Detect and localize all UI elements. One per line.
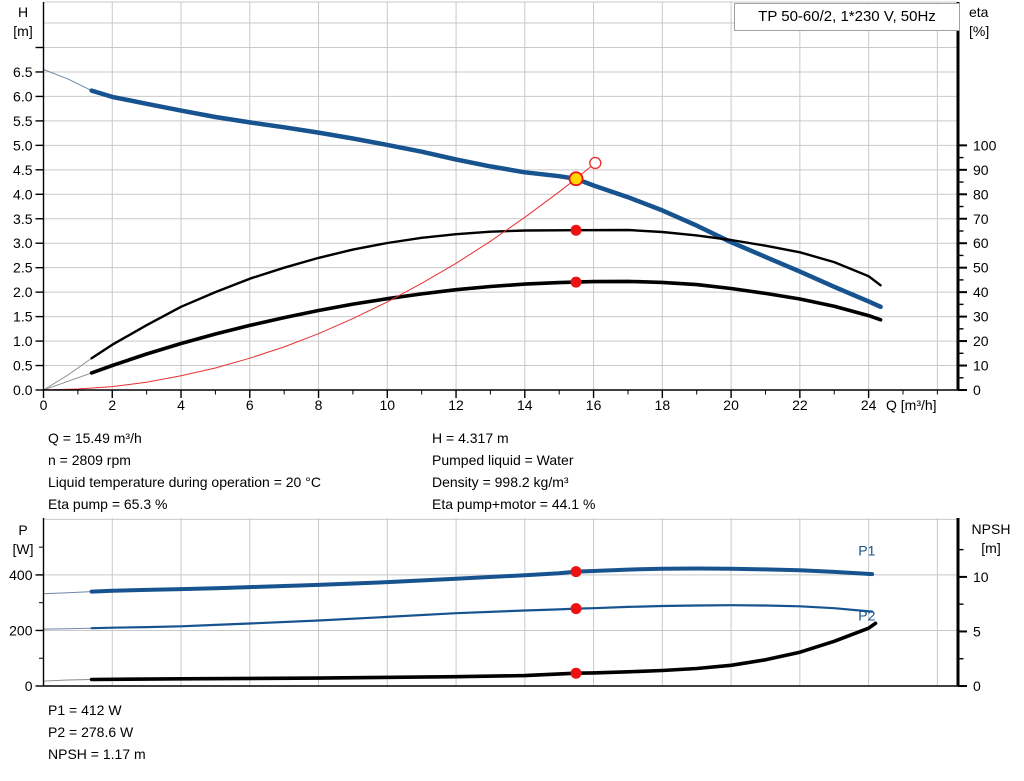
info-line-h: H = 4.317 m <box>432 430 509 446</box>
info-line-p2: P2 = 278.6 W <box>48 724 134 740</box>
svg-text:4.0: 4.0 <box>13 186 33 202</box>
info-line-p1: P1 = 412 W <box>48 702 122 718</box>
svg-text:10: 10 <box>973 358 989 374</box>
svg-text:90: 90 <box>973 162 989 178</box>
svg-text:4: 4 <box>177 397 185 413</box>
p-axis-unit: [W] <box>12 541 34 557</box>
svg-text:8: 8 <box>315 397 323 413</box>
svg-text:24: 24 <box>861 397 877 413</box>
svg-text:2.5: 2.5 <box>13 260 33 276</box>
eta-axis-title: eta [%] <box>969 3 989 41</box>
svg-text:6.0: 6.0 <box>13 88 33 104</box>
svg-text:50: 50 <box>973 260 989 276</box>
svg-text:5.5: 5.5 <box>13 113 33 129</box>
q-axis-label: Q [m³/h] <box>886 397 937 413</box>
svg-text:3.5: 3.5 <box>13 211 33 227</box>
npsh-axis-unit: [m] <box>981 540 1001 556</box>
svg-text:30: 30 <box>973 309 989 325</box>
svg-text:0: 0 <box>973 678 981 694</box>
svg-text:80: 80 <box>973 186 989 202</box>
svg-text:6.5: 6.5 <box>13 64 33 80</box>
info-line-npsh: NPSH = 1.17 m <box>48 746 146 762</box>
svg-text:P1: P1 <box>858 542 875 558</box>
svg-text:70: 70 <box>973 211 989 227</box>
svg-text:P2: P2 <box>858 608 875 624</box>
svg-text:20: 20 <box>973 333 989 349</box>
svg-text:0.5: 0.5 <box>13 358 33 374</box>
svg-text:0.0: 0.0 <box>13 382 33 398</box>
info-line-temperature: Liquid temperature during operation = 20… <box>48 474 321 490</box>
svg-text:2.0: 2.0 <box>13 284 33 300</box>
info-line-eta-pump: Eta pump = 65.3 % <box>48 496 168 512</box>
svg-text:6: 6 <box>246 397 254 413</box>
svg-text:12: 12 <box>448 397 464 413</box>
p-axis-symbol: P <box>18 522 28 538</box>
power-npsh-info: P1 = 412 W P2 = 278.6 W NPSH = 1.17 m <box>48 699 146 765</box>
svg-text:16: 16 <box>586 397 602 413</box>
npsh-axis-symbol: NPSH <box>971 521 1011 537</box>
svg-text:20: 20 <box>723 397 739 413</box>
npsh-axis-title: NPSH [m] <box>960 520 1022 558</box>
svg-text:5.0: 5.0 <box>13 137 33 153</box>
svg-text:14: 14 <box>517 397 533 413</box>
svg-text:22: 22 <box>792 397 808 413</box>
p-axis-title: P [W] <box>5 521 41 559</box>
h-axis-symbol: H <box>17 4 29 20</box>
operating-point-info-left: Q = 15.49 m³/h n = 2809 rpm Liquid tempe… <box>48 427 321 515</box>
info-line-density: Density = 998.2 kg/m³ <box>432 474 569 490</box>
operating-point-info-right: H = 4.317 m Pumped liquid = Water Densit… <box>432 427 595 515</box>
svg-text:5: 5 <box>973 623 981 639</box>
svg-text:40: 40 <box>973 284 989 300</box>
svg-text:18: 18 <box>655 397 671 413</box>
svg-text:2: 2 <box>108 397 116 413</box>
svg-text:1.0: 1.0 <box>13 333 33 349</box>
svg-text:10: 10 <box>380 397 396 413</box>
svg-text:0: 0 <box>25 678 33 694</box>
svg-text:1.5: 1.5 <box>13 309 33 325</box>
info-line-eta-pump-motor: Eta pump+motor = 44.1 % <box>432 496 596 512</box>
svg-text:0: 0 <box>40 397 48 413</box>
svg-text:100: 100 <box>973 137 997 153</box>
svg-text:200: 200 <box>9 622 33 638</box>
svg-text:0: 0 <box>973 382 981 398</box>
eta-axis-unit: [%] <box>969 23 990 39</box>
info-line-liquid: Pumped liquid = Water <box>432 452 574 468</box>
svg-text:3.0: 3.0 <box>13 235 33 251</box>
info-line-n: n = 2809 rpm <box>48 452 131 468</box>
h-axis-title: H [m] <box>5 3 41 41</box>
svg-text:400: 400 <box>9 567 33 583</box>
svg-text:60: 60 <box>973 235 989 251</box>
eta-axis-symbol: eta <box>969 4 989 20</box>
h-axis-unit: [m] <box>13 23 33 39</box>
svg-text:10: 10 <box>973 569 989 585</box>
pump-title: TP 50-60/2, 1*230 V, 50Hz <box>758 8 936 25</box>
svg-text:4.5: 4.5 <box>13 162 33 178</box>
pump-title-box: TP 50-60/2, 1*230 V, 50Hz <box>734 3 960 31</box>
info-line-q: Q = 15.49 m³/h <box>48 430 142 446</box>
